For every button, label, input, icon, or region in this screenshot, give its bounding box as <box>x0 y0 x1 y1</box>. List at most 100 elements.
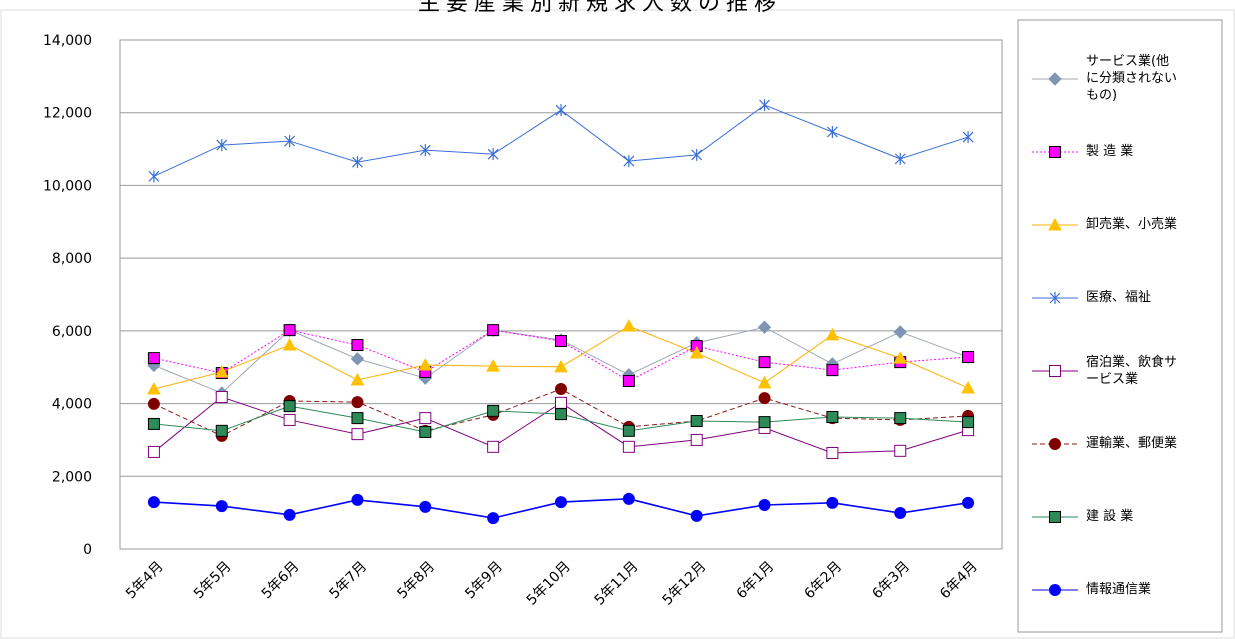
legend-item: 建 設 業 <box>1030 480 1220 553</box>
marker <box>487 404 500 417</box>
marker <box>894 507 907 520</box>
marker <box>216 139 228 152</box>
marker <box>555 383 567 396</box>
marker <box>147 381 161 395</box>
marker <box>962 416 975 429</box>
legend-marker <box>1048 71 1062 86</box>
marker <box>283 400 296 413</box>
marker <box>758 356 771 369</box>
legend-item: 情報通信業 <box>1030 553 1220 626</box>
marker <box>757 320 772 334</box>
marker <box>418 357 433 371</box>
x-tick-label: 5年8月 <box>394 559 438 603</box>
x-tick-label: 5年4月 <box>123 559 167 603</box>
plot-area <box>119 39 1003 550</box>
marker <box>893 351 908 364</box>
marker <box>825 327 840 341</box>
marker <box>826 125 838 138</box>
marker <box>758 392 771 405</box>
marker <box>894 444 907 457</box>
legend-marker <box>1049 510 1061 523</box>
y-tick-label: 0 <box>83 542 92 558</box>
marker <box>419 425 432 438</box>
x-tick-label: 6年4月 <box>937 559 981 603</box>
legend-item: 運輸業、郵便業 <box>1030 407 1220 480</box>
marker <box>147 397 160 410</box>
marker <box>962 131 974 144</box>
x-tick-label: 5年11月 <box>592 559 642 609</box>
marker <box>351 412 364 425</box>
marker <box>622 440 635 453</box>
marker <box>826 496 839 509</box>
legend-swatch <box>1032 437 1078 450</box>
legend-box <box>1017 19 1223 633</box>
marker <box>622 492 635 505</box>
legend-item: 宿泊業、飲食サービス業 <box>1030 334 1220 407</box>
y-tick-label: 14,000 <box>43 33 92 49</box>
marker <box>351 428 364 441</box>
legend-label: 卸売業、小売業 <box>1086 217 1178 232</box>
x-tick-label: 5年6月 <box>259 559 303 603</box>
marker <box>826 447 839 460</box>
marker <box>283 324 296 337</box>
marker <box>351 396 364 409</box>
marker <box>147 352 160 365</box>
marker <box>351 493 364 506</box>
legend-label: 製 造 業 <box>1086 144 1134 159</box>
marker <box>350 352 365 366</box>
marker <box>148 170 160 183</box>
marker <box>690 415 703 428</box>
y-tick-label: 4,000 <box>52 397 92 413</box>
marker <box>487 148 499 161</box>
marker <box>214 364 229 378</box>
legend-marker <box>1049 364 1061 377</box>
legend-swatch <box>1032 583 1078 596</box>
y-tick-label: 8,000 <box>52 251 92 267</box>
legend-marker <box>1049 291 1061 304</box>
marker <box>487 324 500 337</box>
marker <box>350 372 365 386</box>
x-tick-label: 6年2月 <box>801 559 845 603</box>
chart-title: 主要産業別新規求人数の推移 <box>418 0 782 16</box>
x-tick-label: 6年1月 <box>734 559 778 603</box>
legend-swatch <box>1032 291 1078 304</box>
x-tick-label: 5年5月 <box>191 559 235 603</box>
legend-marker <box>1049 437 1061 450</box>
legend-swatch <box>1032 510 1078 523</box>
marker <box>284 135 296 148</box>
marker <box>215 391 228 404</box>
chart-frame <box>0 9 1235 639</box>
y-tick-label: 6,000 <box>52 324 92 340</box>
marker <box>555 104 567 117</box>
marker <box>419 412 432 425</box>
marker <box>147 445 160 458</box>
marker <box>961 380 975 394</box>
marker <box>351 339 364 352</box>
marker <box>826 411 839 424</box>
marker <box>893 325 907 339</box>
marker <box>555 496 567 509</box>
marker <box>690 509 703 522</box>
legend-label: 運輸業、郵便業 <box>1086 436 1178 451</box>
marker <box>283 508 296 521</box>
legend-swatch <box>1032 71 1078 86</box>
marker <box>758 499 771 512</box>
marker <box>622 375 635 388</box>
marker <box>758 416 771 429</box>
legend-label: 情報通信業 <box>1086 582 1152 597</box>
legend-item: 卸売業、小売業 <box>1030 188 1220 261</box>
legend-swatch <box>1032 145 1078 158</box>
legend-label: サービス業(他に分類されないもの) <box>1086 54 1178 103</box>
legend-marker <box>1049 145 1061 158</box>
marker <box>622 424 635 437</box>
marker <box>283 413 296 426</box>
marker <box>759 99 770 112</box>
marker <box>622 319 636 332</box>
marker <box>555 408 567 421</box>
marker <box>555 335 567 348</box>
legend-item: 製 造 業 <box>1030 115 1220 188</box>
marker <box>962 496 975 509</box>
marker <box>487 512 500 525</box>
legend-label: 建 設 業 <box>1086 509 1134 524</box>
